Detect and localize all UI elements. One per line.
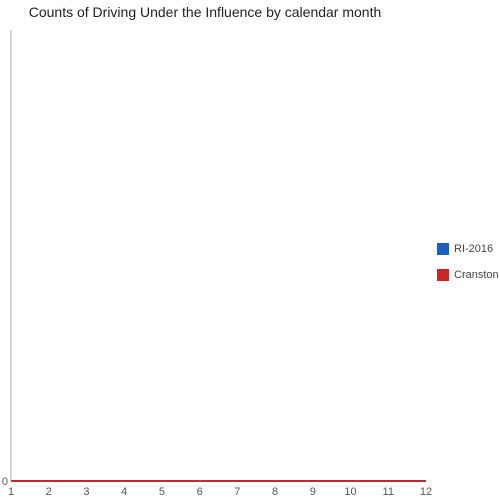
x-tick-label: 8 [272, 486, 278, 498]
legend-label-cranston: Cranston [454, 269, 499, 281]
chart-title: Counts of Driving Under the Influence by… [28, 4, 382, 20]
x-tick-label: 9 [310, 486, 316, 498]
x-tick-label: 10 [344, 486, 356, 498]
x-tick-label: 6 [197, 486, 203, 498]
x-tick-label: 7 [234, 486, 240, 498]
x-tick-label: 3 [83, 486, 89, 498]
legend-item-cranston[interactable]: Cranston [437, 265, 499, 285]
legend-label-ri-2016: RI-2016 [454, 243, 494, 255]
y-tick-label: 0 [2, 476, 8, 488]
x-tick-label: 11 [383, 486, 394, 498]
x-tick-label: 5 [159, 486, 165, 498]
x-tick-label: 2 [46, 486, 52, 498]
legend-swatch-ri-2016 [437, 243, 449, 255]
legend-swatch-cranston [437, 269, 449, 281]
legend-item-ri-2016[interactable]: RI-2016 [437, 239, 499, 259]
x-tick-label: 12 [420, 486, 432, 498]
legend: RI-2016 Cranston [437, 239, 499, 291]
x-tick-label: 4 [121, 486, 127, 498]
x-tick-label: 1 [8, 486, 14, 498]
